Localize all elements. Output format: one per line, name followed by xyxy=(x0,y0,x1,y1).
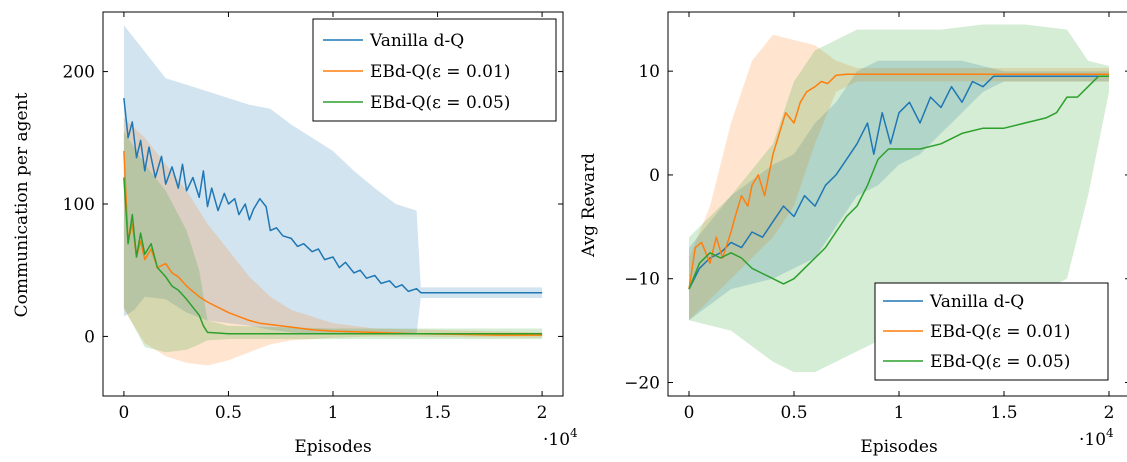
c0-legend-label-eps005: EBd-Q(ε = 0.05) xyxy=(370,93,510,113)
c1-xtick-label: 0 xyxy=(684,403,695,423)
c1-x-axis: 0 0.5 1 1.5 2 xyxy=(684,12,1115,423)
chart-communication: 0 0.5 1 1.5 2 0 100 200 Episodes Communication… xyxy=(12,11,578,457)
c0-band-vanilla xyxy=(123,25,543,334)
c1-y-label: Avg Reward xyxy=(579,153,599,258)
c0-xtick-label: 0 xyxy=(118,403,129,423)
c0-lines xyxy=(123,98,543,336)
c1-line-vanilla xyxy=(688,75,1109,290)
c0-xtick-label: 2 xyxy=(537,403,548,423)
c1-legend-label-vanilla: Vanilla d-Q xyxy=(929,292,1024,312)
c0-line-eps001 xyxy=(123,150,543,336)
c0-ytick-label: 100 xyxy=(63,195,95,215)
c1-band-vanilla xyxy=(689,60,1109,321)
c1-x-multiplier: ·104 xyxy=(1079,426,1114,450)
c0-legend-label-eps001: EBd-Q(ε = 0.01) xyxy=(370,62,510,82)
c0-line-eps005 xyxy=(123,177,543,335)
c1-ytick-label: 10 xyxy=(638,62,660,82)
c0-legend-box xyxy=(312,18,557,122)
c1-xtick-label: 2 xyxy=(1104,403,1115,423)
c0-y-label: Communication per agent xyxy=(12,93,32,318)
c1-line-eps001 xyxy=(688,73,1109,290)
c0-x-multiplier: ·104 xyxy=(543,426,578,450)
c1-line-eps005 xyxy=(688,75,1109,290)
c1-lines xyxy=(688,73,1109,290)
c1-legend-label-eps005: EBd-Q(ε = 0.05) xyxy=(930,352,1070,372)
c1-x-label: Episodes xyxy=(860,437,937,457)
c0-legend: Vanilla d-Q EBd-Q(ε = 0.01) EBd-Q(ε = 0.… xyxy=(312,18,557,122)
c1-ytick-label: 0 xyxy=(649,166,660,186)
c0-ytick-label: 0 xyxy=(84,327,95,347)
c0-band-eps005 xyxy=(123,131,543,353)
c0-ytick-label: 200 xyxy=(63,63,95,83)
c0-legend-label-vanilla: Vanilla d-Q xyxy=(369,31,464,51)
c1-xtick-label: 1.5 xyxy=(990,403,1017,423)
c0-xtick-label: 1.5 xyxy=(424,403,451,423)
c0-xtick-label: 1 xyxy=(328,403,339,423)
c1-ytick-label: −20 xyxy=(624,374,660,394)
c1-y-axis: −20 −10 0 10 xyxy=(624,62,1127,394)
c1-xtick-label: 1 xyxy=(894,403,905,423)
c0-xtick-label: 0.5 xyxy=(215,403,242,423)
c1-legend-label-eps001: EBd-Q(ε = 0.01) xyxy=(930,322,1070,342)
c1-xtick-label: 0.5 xyxy=(780,403,807,423)
c1-ytick-label: −10 xyxy=(624,270,660,290)
c0-y-axis: 0 100 200 xyxy=(63,63,563,347)
c0-x-label: Episodes xyxy=(294,437,371,457)
c0-bands xyxy=(123,25,543,366)
c1-band-eps001 xyxy=(689,34,1109,321)
c0-line-vanilla xyxy=(123,98,543,294)
c0-band-eps001 xyxy=(123,117,543,366)
c1-legend: Vanilla d-Q EBd-Q(ε = 0.01) EBd-Q(ε = 0.… xyxy=(874,282,1109,381)
c0-x-axis: 0 0.5 1 1.5 2 xyxy=(118,12,548,423)
